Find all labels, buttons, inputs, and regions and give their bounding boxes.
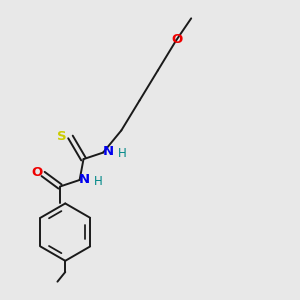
Text: S: S bbox=[57, 130, 67, 143]
Text: N: N bbox=[103, 145, 114, 158]
Text: H: H bbox=[94, 175, 103, 188]
Text: O: O bbox=[172, 33, 183, 46]
Text: H: H bbox=[118, 147, 127, 160]
Text: N: N bbox=[79, 173, 90, 187]
Text: O: O bbox=[32, 167, 43, 179]
